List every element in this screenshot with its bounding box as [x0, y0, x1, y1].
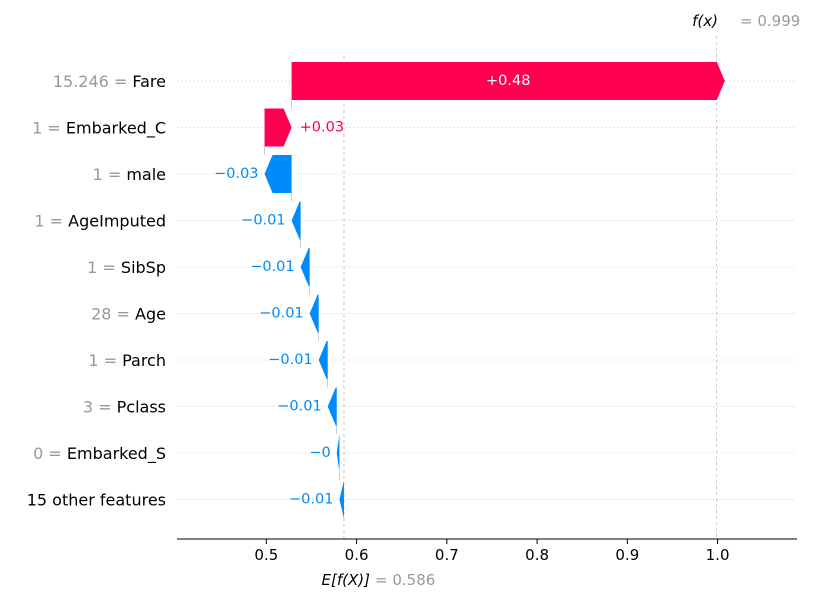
- feature-labels: 15.246 = Fare 1 = Embarked_C 1 = male 1 = A…: [27, 72, 166, 510]
- x-axis: 0.5 0.6 0.7 0.8 0.9 1.0: [177, 538, 797, 564]
- feature-label: 28 = Age: [91, 304, 166, 323]
- feature-label: 0 = Embarked_S: [33, 444, 166, 464]
- x-tick-label: 0.9: [615, 546, 639, 564]
- contribution-label: −0.01: [250, 259, 294, 275]
- x-tick-label: 0.5: [254, 546, 278, 564]
- feature-label: 1 = Parch: [88, 351, 166, 370]
- x-tick-label: 0.6: [345, 546, 369, 564]
- bar-sibsp: [300, 248, 310, 286]
- bar-fare: [291, 62, 725, 100]
- bar-age: [309, 294, 319, 333]
- contribution-label: −0.01: [241, 213, 285, 229]
- bars: +0.48 +0.03 −0.03 −0.01 −0.01 −0.01 −0.01 −0.01…: [214, 62, 725, 519]
- feature-label: 15 other features: [27, 490, 166, 509]
- contribution-label: −0.01: [289, 492, 333, 508]
- bar-embarked_s: [336, 434, 340, 472]
- feature-label: 1 = male: [93, 165, 166, 184]
- bar-ageimputed: [291, 201, 301, 240]
- contribution-label: −0.01: [277, 399, 321, 415]
- x-tick-label: 0.7: [435, 546, 459, 564]
- feature-label: 1 = AgeImputed: [34, 211, 166, 230]
- feature-label: 1 = SibSp: [87, 258, 166, 277]
- contribution-label: −0.03: [214, 166, 258, 182]
- bar-parch: [318, 341, 328, 379]
- feature-label: 1 = Embarked_C: [32, 118, 166, 138]
- contribution-label: +0.03: [300, 120, 344, 136]
- x-tick-label: 1.0: [706, 546, 730, 564]
- feature-label: 15.246 = Fare: [53, 72, 166, 91]
- final-value-label: f(x): [692, 12, 718, 30]
- contribution-label: −0: [309, 445, 330, 461]
- base-value-text: = 0.586: [375, 571, 435, 589]
- final-value-text: = 0.999: [740, 12, 800, 30]
- feature-label: 3 = Pclass: [83, 397, 166, 416]
- bar-male: [264, 155, 292, 193]
- reference-lines: [343, 36, 718, 539]
- bar-pclass: [327, 387, 337, 426]
- bar-embarked_c: [264, 108, 292, 147]
- x-tick-label: 0.8: [525, 546, 549, 564]
- contribution-label: −0.01: [259, 306, 303, 322]
- bar-15-other-features: [339, 480, 344, 519]
- contribution-label: +0.48: [486, 73, 530, 89]
- contribution-label: −0.01: [268, 352, 312, 368]
- base-value-label: E[f(X)]: [322, 571, 371, 589]
